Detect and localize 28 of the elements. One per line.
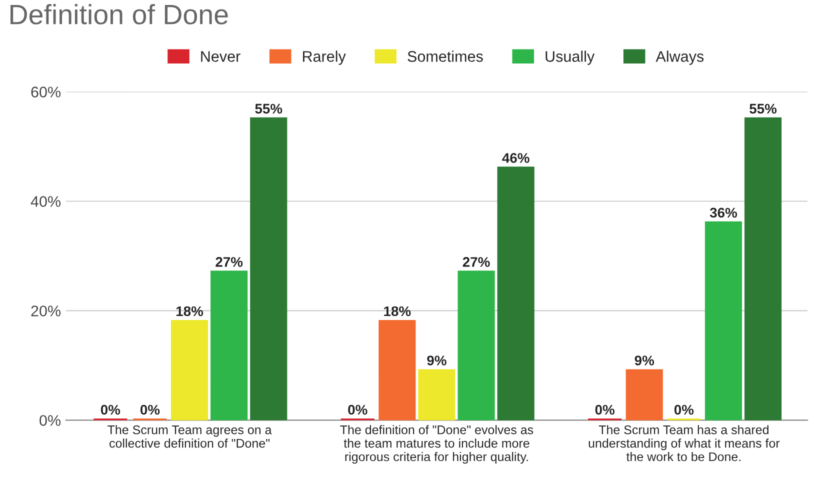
x-tick-label: The Scrum Team has a shared understanding of what it means for the work to be Done. [588,425,780,462]
legend-label: Usually [546,50,595,65]
chart-title: Definition of Done [10,4,228,24]
data-label: 27% [462,257,490,267]
data-label: 27% [216,257,243,267]
data-label: 46% [502,153,530,163]
x-tick-label: The definition of "Done" evolves as the team matures to include more rigorous criteria for higher quality. [340,425,534,464]
data-label: 0% [348,404,368,415]
x-tick-label: The Scrum Team agrees on a collective definition of "Done" [108,425,272,448]
legend-label: Rarely [302,50,346,65]
data-label: 0% [140,404,160,415]
data-label: 9% [427,356,446,366]
data-label: 55% [750,104,777,114]
data-label: 55% [255,104,282,114]
y-tick-label: 60% [31,86,61,98]
legend-label: Never [201,51,240,62]
data-label: 18% [384,306,411,316]
legend-label: Sometimes [408,50,483,62]
y-tick-label: 20% [31,306,61,316]
y-tick-label: 40% [30,196,61,207]
data-label: 36% [710,208,738,218]
data-label: 0% [674,404,694,415]
y-tick-label: 0% [40,415,61,426]
data-label: 9% [634,356,654,366]
data-label: 0% [100,404,120,415]
legend-label: Always [656,50,704,65]
data-label: 18% [176,306,204,316]
data-label: 0% [595,404,614,415]
